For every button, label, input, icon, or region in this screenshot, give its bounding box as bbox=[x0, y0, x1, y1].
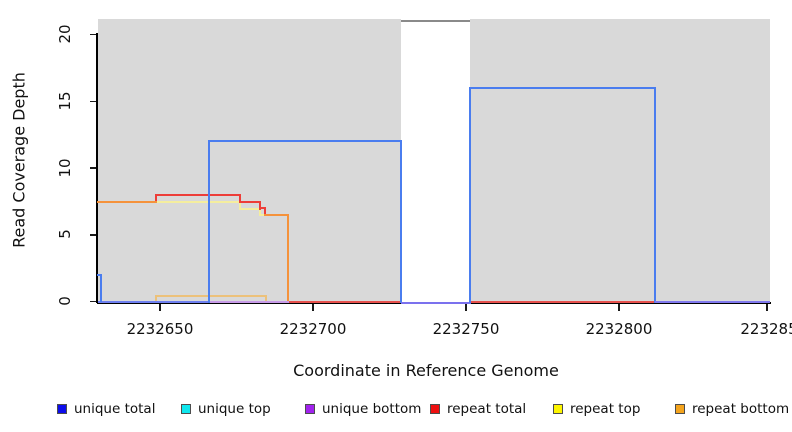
y-tick-label: 10 bbox=[56, 158, 74, 178]
x-tick-label: 2232700 bbox=[279, 320, 347, 338]
repeat-total-zero-line bbox=[288, 301, 401, 303]
repeat-total-line bbox=[155, 194, 241, 196]
legend-swatch-icon bbox=[305, 404, 315, 414]
unique-total-line bbox=[469, 87, 656, 89]
x-tick bbox=[312, 303, 314, 311]
unique-zero-line-right bbox=[655, 301, 770, 303]
unique-total-spike bbox=[97, 274, 102, 276]
y-tick bbox=[90, 167, 96, 169]
legend-swatch-icon bbox=[553, 404, 563, 414]
legend-item: repeat total bbox=[430, 402, 526, 416]
repeat-top-line bbox=[239, 208, 261, 210]
x-tick bbox=[618, 303, 620, 311]
repeat-bottom-low-line bbox=[265, 295, 267, 303]
unique-total-spike bbox=[100, 274, 102, 302]
y-tick bbox=[90, 100, 96, 102]
repeat-bottom-line bbox=[97, 201, 157, 203]
unique-zero-line bbox=[98, 301, 210, 303]
unique-total-line bbox=[400, 140, 402, 303]
repeat-total-line bbox=[259, 207, 266, 209]
repeat-bottom-line bbox=[264, 214, 289, 216]
repeat-total-zero-line bbox=[470, 301, 655, 303]
repeat-bottom-low-line bbox=[155, 295, 157, 303]
legend-item: unique top bbox=[181, 402, 271, 416]
legend-label: repeat bottom bbox=[692, 401, 790, 417]
repeat-top-line bbox=[259, 209, 261, 216]
legend-swatch-icon bbox=[181, 404, 191, 414]
repeat-bottom-line bbox=[287, 214, 289, 303]
repeat-bottom-low-line bbox=[155, 295, 267, 297]
masked-region-top-bar bbox=[401, 20, 470, 22]
x-tick-label: 2232650 bbox=[126, 320, 194, 338]
repeat-total-line bbox=[264, 207, 266, 216]
repeat-total-line bbox=[259, 201, 261, 210]
repeat-top-line bbox=[259, 214, 267, 216]
y-tick-label: 15 bbox=[56, 91, 74, 111]
repeat-total-line bbox=[155, 194, 157, 203]
legend-swatch-icon bbox=[430, 404, 440, 414]
y-tick bbox=[90, 234, 96, 236]
legend-swatch-icon bbox=[675, 404, 685, 414]
x-tick-label: 2232750 bbox=[432, 320, 500, 338]
unique-zero-line-gap bbox=[401, 302, 471, 304]
repeat-top-line bbox=[239, 202, 241, 210]
unique-bottom-zero-line bbox=[208, 301, 289, 303]
x-tick bbox=[465, 303, 467, 311]
x-tick-label: 223285 bbox=[740, 320, 792, 338]
unique-total-line bbox=[208, 140, 210, 303]
legend-item: unique total bbox=[57, 402, 155, 416]
plot-bg-right bbox=[470, 19, 770, 302]
legend-swatch-icon bbox=[57, 404, 67, 414]
legend-item: repeat bottom bbox=[675, 402, 789, 416]
y-tick bbox=[90, 33, 96, 35]
unique-total-line bbox=[208, 140, 402, 142]
plot-bg-left bbox=[98, 19, 401, 302]
legend-label: unique bottom bbox=[322, 401, 422, 417]
legend-label: repeat top bbox=[570, 401, 641, 417]
x-tick bbox=[159, 303, 161, 311]
x-tick-label: 2232800 bbox=[585, 320, 653, 338]
legend-label: unique top bbox=[198, 401, 271, 417]
repeat-top-line bbox=[155, 201, 241, 203]
y-axis-line bbox=[96, 33, 98, 303]
y-tick-label: 5 bbox=[56, 229, 74, 239]
y-tick bbox=[90, 300, 96, 303]
legend-item: unique bottom bbox=[305, 402, 421, 416]
y-axis-title: Read Coverage Depth bbox=[9, 72, 29, 248]
legend-item: repeat top bbox=[553, 402, 640, 416]
x-axis-title: Coordinate in Reference Genome bbox=[293, 361, 559, 380]
legend-label: unique total bbox=[74, 401, 156, 417]
y-tick-label: 0 bbox=[56, 296, 74, 306]
unique-total-line bbox=[654, 87, 656, 303]
repeat-total-line bbox=[239, 194, 241, 203]
legend-label: repeat total bbox=[447, 401, 527, 417]
y-tick-label: 20 bbox=[56, 24, 74, 44]
repeat-total-line bbox=[239, 201, 261, 203]
unique-total-line bbox=[469, 87, 471, 303]
x-tick bbox=[766, 303, 768, 311]
